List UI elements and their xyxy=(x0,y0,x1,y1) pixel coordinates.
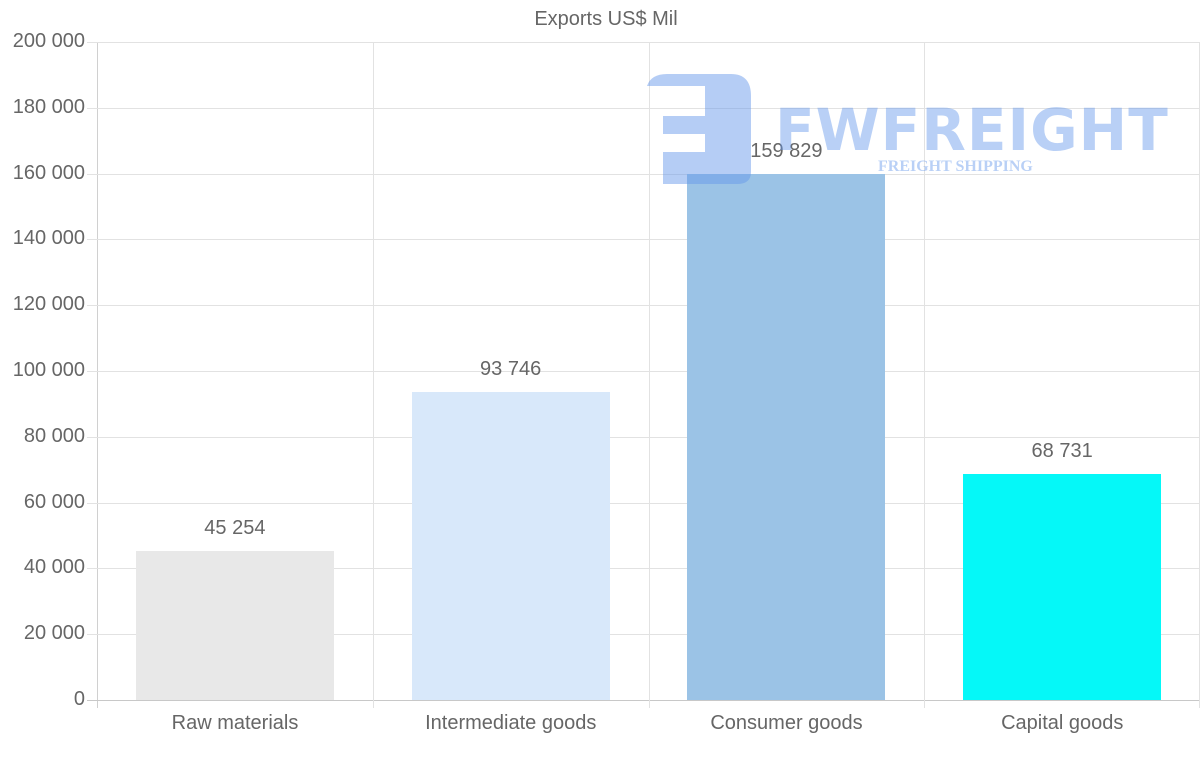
x-tick-label: Capital goods xyxy=(1001,712,1124,734)
y-tick-label: 180 000 xyxy=(12,95,85,118)
y-tick-label: 80 000 xyxy=(23,424,85,447)
y-tick-label: 140 000 xyxy=(12,227,85,250)
plot-area: 45 254 93 746 159 829 68 731 xyxy=(87,42,1200,708)
gridline-vertical xyxy=(924,42,926,708)
bar-value-label: 68 731 xyxy=(1031,439,1093,462)
x-tick-label: Intermediate goods xyxy=(425,712,597,734)
bar-capital-goods[interactable] xyxy=(963,473,1162,700)
gridline-horizontal xyxy=(87,239,1200,241)
bar-consumer-goods[interactable] xyxy=(687,174,886,700)
y-tick-label: 120 000 xyxy=(12,293,85,316)
chart-title: Exports US$ Mil xyxy=(534,8,678,30)
x-tick-label: Raw materials xyxy=(171,712,299,734)
bar-value-label: 45 254 xyxy=(204,517,266,540)
gridline-horizontal xyxy=(87,42,1200,43)
y-tick-label: 20 000 xyxy=(23,622,85,645)
gridline-horizontal xyxy=(87,305,1200,307)
gridline-horizontal xyxy=(87,436,1200,438)
gridline-vertical xyxy=(648,42,650,708)
gridline-horizontal xyxy=(87,173,1200,175)
y-tick-label: 160 000 xyxy=(12,161,85,184)
bar-value-label: 159 829 xyxy=(750,140,823,163)
y-tick-label: 60 000 xyxy=(23,490,85,513)
gridline-horizontal xyxy=(87,634,1200,636)
gridline-vertical xyxy=(372,42,374,708)
x-axis-line xyxy=(87,700,1200,701)
gridline-horizontal xyxy=(87,502,1200,504)
bar-intermediate-goods[interactable] xyxy=(411,391,610,700)
y-tick-label: 100 000 xyxy=(12,359,85,381)
y-tick-label: 200 000 xyxy=(12,30,85,52)
y-tick-label: 40 000 xyxy=(23,556,85,579)
gridline-horizontal xyxy=(87,371,1200,372)
y-tick-label: 0 xyxy=(73,688,85,710)
gridline-horizontal xyxy=(87,107,1200,109)
y-axis-line xyxy=(97,42,98,708)
bar-raw-materials[interactable] xyxy=(135,551,334,700)
bar-value-label: 93 746 xyxy=(480,357,542,380)
gridline-horizontal xyxy=(87,568,1200,570)
x-tick-label: Consumer goods xyxy=(710,712,863,734)
